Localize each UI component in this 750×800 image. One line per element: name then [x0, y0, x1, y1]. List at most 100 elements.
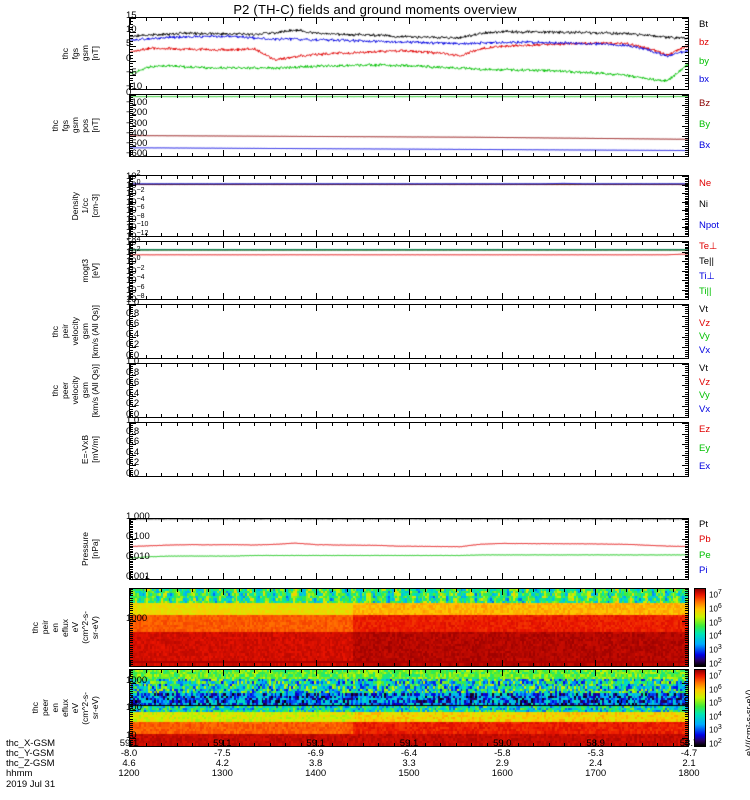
legend-item-Ez: Ez: [699, 424, 711, 436]
xaxis-tick-value: 1800: [678, 768, 700, 779]
y-tick-minor: [685, 204, 688, 205]
x-tick-major: [223, 470, 224, 476]
y-tick-minor: [685, 213, 688, 214]
y-tick-minor: [130, 455, 133, 456]
y-tick-minor: [685, 117, 688, 118]
y-tick-minor: [130, 566, 133, 567]
x-tick-minor: [564, 589, 565, 592]
y-tick-minor: [685, 731, 688, 732]
y-tick-minor: [130, 199, 133, 200]
y-tick-minor: [685, 277, 688, 278]
panel-evxb: [129, 422, 689, 477]
x-tick-minor: [254, 355, 255, 358]
panel-mogt3: [129, 241, 689, 300]
x-tick-major: [409, 470, 410, 476]
y-tick-minor: [685, 154, 688, 155]
x-tick-minor: [269, 473, 271, 476]
y-tick-minor: [685, 457, 688, 458]
y-tick-minor: [130, 415, 133, 416]
x-tick-minor: [455, 519, 457, 522]
x-tick-minor: [626, 296, 627, 299]
y-tick-minor: [685, 199, 688, 200]
x-tick-minor: [440, 423, 441, 426]
x-tick-minor: [548, 743, 550, 746]
y-tick-minor: [685, 269, 688, 270]
y-tick-minor: [685, 678, 688, 679]
x-tick-minor: [347, 86, 348, 89]
y-tick-minor: [685, 66, 688, 67]
x-tick-major: [688, 305, 689, 311]
x-tick-major: [502, 83, 503, 89]
y-tick-minor: [685, 610, 688, 611]
x-tick-minor: [238, 743, 240, 746]
x-tick-minor: [300, 589, 302, 592]
x-tick-minor: [579, 18, 581, 21]
x-tick-minor: [362, 589, 364, 592]
y-tick-minor: [130, 219, 133, 220]
x-tick-minor: [486, 86, 488, 89]
x-tick-major: [688, 95, 689, 101]
x-tick-minor: [657, 95, 658, 98]
y-tick-minor: [685, 542, 688, 543]
y-tick-minor: [685, 461, 688, 462]
x-tick-minor: [672, 414, 674, 417]
x-tick-minor: [192, 355, 193, 358]
y-tick-minor: [130, 615, 133, 616]
x-tick-major: [223, 573, 224, 579]
y-tick-minor: [685, 429, 688, 430]
x-tick-minor: [362, 176, 364, 179]
x-tick-minor: [145, 423, 147, 426]
x-tick-minor: [564, 86, 565, 89]
y-tick-minor: [685, 544, 688, 545]
x-tick-major: [409, 293, 410, 299]
y-tick-minor: [685, 541, 688, 542]
x-tick-minor: [161, 743, 162, 746]
y-tick-minor: [130, 115, 133, 116]
x-tick-minor: [347, 576, 348, 579]
y-tick-minor: [130, 536, 133, 537]
y-tick-minor: [130, 326, 133, 327]
y-tick-minor: [130, 539, 133, 540]
legend-item-Vy: Vy: [699, 390, 710, 402]
x-tick-minor: [610, 296, 612, 299]
y-tick-minor: [685, 299, 688, 300]
y-tick-minor: [130, 632, 133, 633]
y-tick-minor: [685, 451, 688, 452]
y-tick-minor: [685, 683, 688, 684]
x-tick-minor: [362, 153, 364, 156]
y-tick-minor: [685, 196, 688, 197]
x-tick-minor: [455, 86, 457, 89]
x-tick-minor: [145, 743, 147, 746]
y-tick-minor: [685, 630, 688, 631]
y-tick-minor: [130, 252, 133, 253]
x-tick-major: [223, 150, 224, 156]
x-tick-minor: [269, 423, 271, 426]
x-tick-minor: [672, 355, 674, 358]
x-tick-major: [409, 589, 410, 595]
y-tick-minor: [685, 297, 688, 298]
y-tick-minor: [130, 21, 133, 22]
y-tick-minor: [685, 75, 688, 76]
x-tick-minor: [207, 589, 209, 592]
x-tick-major: [595, 305, 596, 311]
y-tick-minor: [130, 625, 133, 626]
y-tick-minor: [130, 474, 133, 475]
y-tick-minor: [130, 123, 133, 124]
x-tick-minor: [641, 355, 643, 358]
y-tick-minor: [685, 218, 688, 219]
y-tick-minor: [685, 640, 688, 641]
x-tick-minor: [424, 153, 426, 156]
y-tick-minor: [685, 572, 688, 573]
x-tick-minor: [331, 296, 333, 299]
y-tick-major: [130, 621, 136, 622]
legend-item-Ti: Ti⊥: [699, 270, 715, 282]
x-tick-minor: [192, 473, 193, 476]
x-tick-minor: [285, 305, 286, 308]
x-tick-minor: [207, 663, 209, 666]
y-tick-minor: [685, 716, 688, 717]
y-tick-minor: [130, 231, 133, 232]
y-tick-minor: [130, 537, 133, 538]
x-tick-minor: [610, 242, 612, 245]
y-tick-minor: [685, 58, 688, 59]
y-tick-minor: [685, 221, 688, 222]
